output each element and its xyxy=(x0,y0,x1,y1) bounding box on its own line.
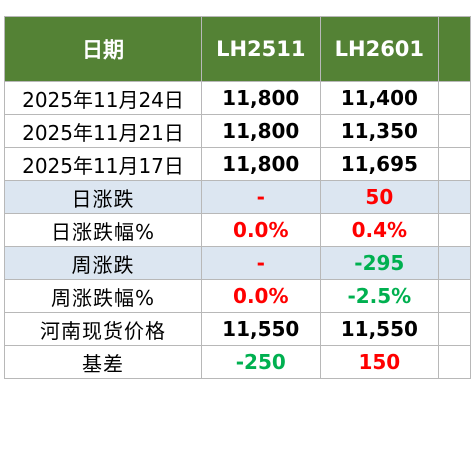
value-lh2511: 0.0% xyxy=(200,279,321,313)
table-row: 日涨跌 - 50 xyxy=(4,180,471,214)
row-label: 2025年11月17日 xyxy=(4,147,202,181)
row-label: 周涨跌幅% xyxy=(4,279,202,313)
value-lh2601: 11,550 xyxy=(319,312,440,346)
value-lh2511: 11,550 xyxy=(200,312,321,346)
row-label: 日涨跌 xyxy=(4,180,202,214)
table-row: 周涨跌幅% 0.0% -2.5% xyxy=(4,279,471,313)
table-body: 2025年11月24日 11,800 11,400 2025年11月21日 11… xyxy=(4,81,471,379)
value-lh2601: 11,400 xyxy=(319,81,440,115)
value-lh2511: -250 xyxy=(200,345,321,379)
header-lh2601: LH2601 xyxy=(319,16,440,82)
value-lh2511: - xyxy=(200,180,321,214)
value-extra xyxy=(438,180,471,214)
value-lh2511: 0.0% xyxy=(200,213,321,247)
row-label: 河南现货价格 xyxy=(4,312,202,346)
value-extra xyxy=(438,147,471,181)
value-lh2601: 150 xyxy=(319,345,440,379)
value-lh2511: 11,800 xyxy=(200,114,321,148)
value-lh2511: 11,800 xyxy=(200,81,321,115)
value-extra xyxy=(438,312,471,346)
table-row: 2025年11月17日 11,800 11,695 xyxy=(4,147,471,181)
value-extra xyxy=(438,213,471,247)
row-label: 周涨跌 xyxy=(4,246,202,280)
value-lh2601: 11,695 xyxy=(319,147,440,181)
row-label: 2025年11月21日 xyxy=(4,114,202,148)
value-extra xyxy=(438,279,471,313)
value-extra xyxy=(438,246,471,280)
value-lh2601: 0.4% xyxy=(319,213,440,247)
value-lh2511: 11,800 xyxy=(200,147,321,181)
value-extra xyxy=(438,81,471,115)
header-extra xyxy=(438,16,471,82)
value-extra xyxy=(438,345,471,379)
futures-price-table: 日期 LH2511 LH2601 2025年11月24日 11,800 11,4… xyxy=(4,16,471,379)
table-header-row: 日期 LH2511 LH2601 xyxy=(4,16,471,82)
value-lh2601: 11,350 xyxy=(319,114,440,148)
value-extra xyxy=(438,114,471,148)
table-row: 2025年11月21日 11,800 11,350 xyxy=(4,114,471,148)
table-row: 基差 -250 150 xyxy=(4,345,471,379)
table-row: 2025年11月24日 11,800 11,400 xyxy=(4,81,471,115)
table-row: 日涨跌幅% 0.0% 0.4% xyxy=(4,213,471,247)
row-label: 基差 xyxy=(4,345,202,379)
header-lh2511: LH2511 xyxy=(200,16,321,82)
row-label: 2025年11月24日 xyxy=(4,81,202,115)
row-label: 日涨跌幅% xyxy=(4,213,202,247)
value-lh2601: -2.5% xyxy=(319,279,440,313)
header-date: 日期 xyxy=(4,16,202,82)
value-lh2601: -295 xyxy=(319,246,440,280)
value-lh2601: 50 xyxy=(319,180,440,214)
value-lh2511: - xyxy=(200,246,321,280)
table-row: 周涨跌 - -295 xyxy=(4,246,471,280)
table-row: 河南现货价格 11,550 11,550 xyxy=(4,312,471,346)
